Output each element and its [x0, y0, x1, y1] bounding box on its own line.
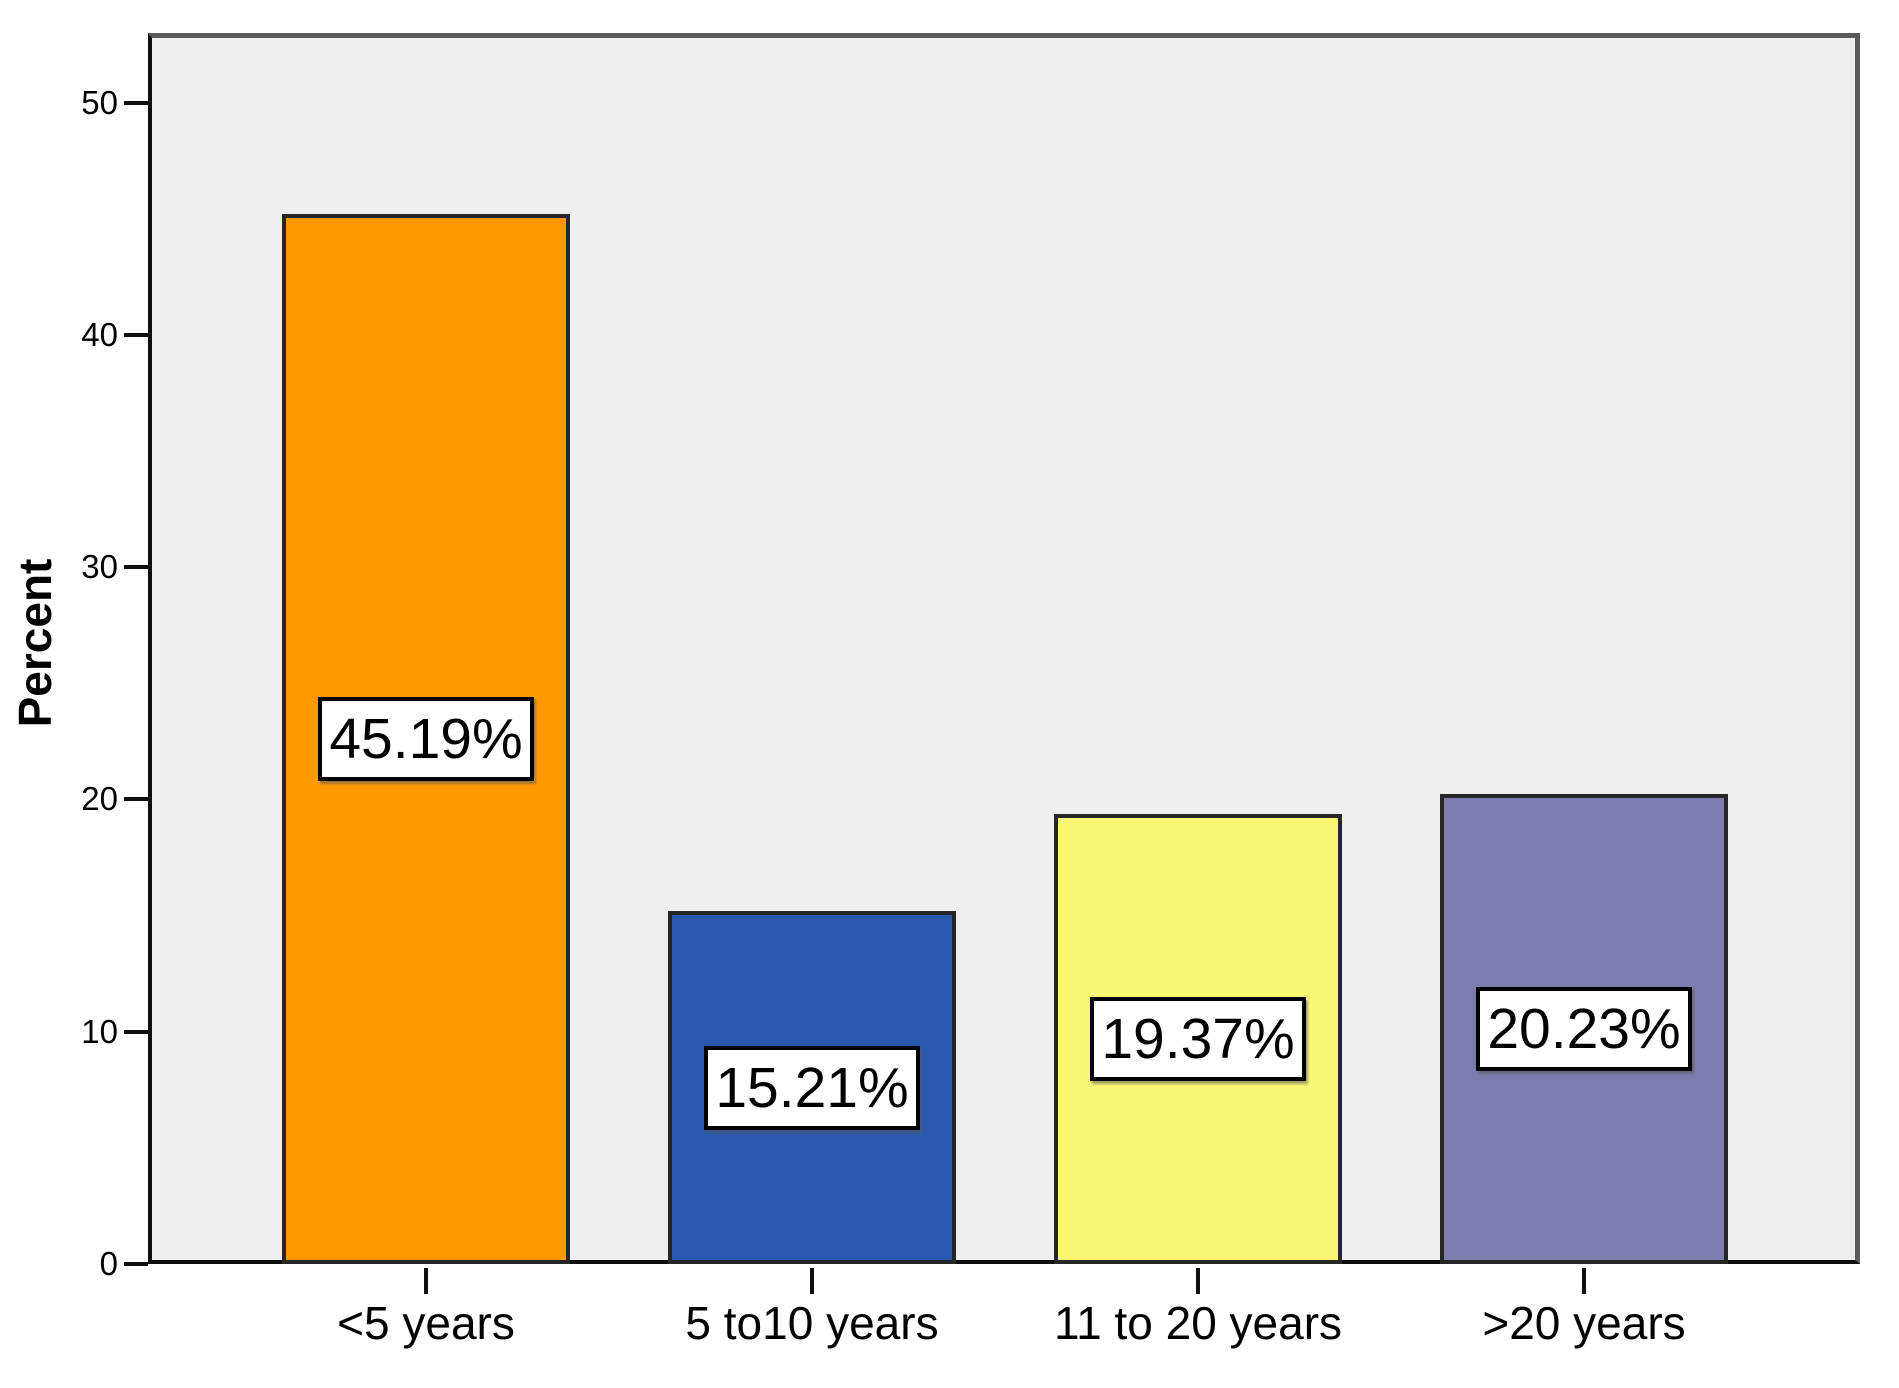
y-tick-mark [124, 1262, 148, 1266]
x-tick-label: >20 years [1482, 1297, 1686, 1349]
bar-value-label: 19.37% [1101, 1007, 1295, 1071]
y-tick-label: 10 [81, 1012, 118, 1050]
bar-value-label-box: 45.19% [318, 697, 534, 781]
y-tick-mark [124, 1029, 148, 1034]
x-tick-mark [810, 1268, 814, 1294]
x-tick-label: 5 to10 years [685, 1297, 939, 1349]
y-tick-label: 50 [81, 83, 118, 121]
bar-value-label: 45.19% [329, 707, 523, 771]
y-tick-mark [124, 565, 148, 570]
y-axis-title: Percent [9, 558, 61, 728]
y-tick-label: 20 [81, 780, 118, 818]
bar-value-label-box: 19.37% [1090, 997, 1306, 1081]
y-tick-label: 40 [81, 315, 118, 353]
y-tick-mark [124, 332, 148, 337]
x-tick-label: 11 to 20 years [1053, 1297, 1343, 1349]
y-tick-label: 0 [99, 1245, 118, 1282]
bar-value-label: 15.21% [715, 1055, 909, 1120]
y-tick-mark [124, 100, 148, 105]
x-tick-mark [424, 1268, 428, 1294]
y-tick-label: 30 [81, 548, 118, 586]
y-tick-mark [124, 797, 148, 802]
x-tick-mark [1582, 1268, 1586, 1294]
bar-value-label-box: 15.21% [704, 1045, 920, 1130]
x-tick-label: <5 years [337, 1297, 515, 1349]
bar-value-label: 20.23% [1487, 997, 1681, 1061]
bar-value-label-box: 20.23% [1476, 987, 1692, 1071]
x-tick-mark [1196, 1268, 1200, 1294]
